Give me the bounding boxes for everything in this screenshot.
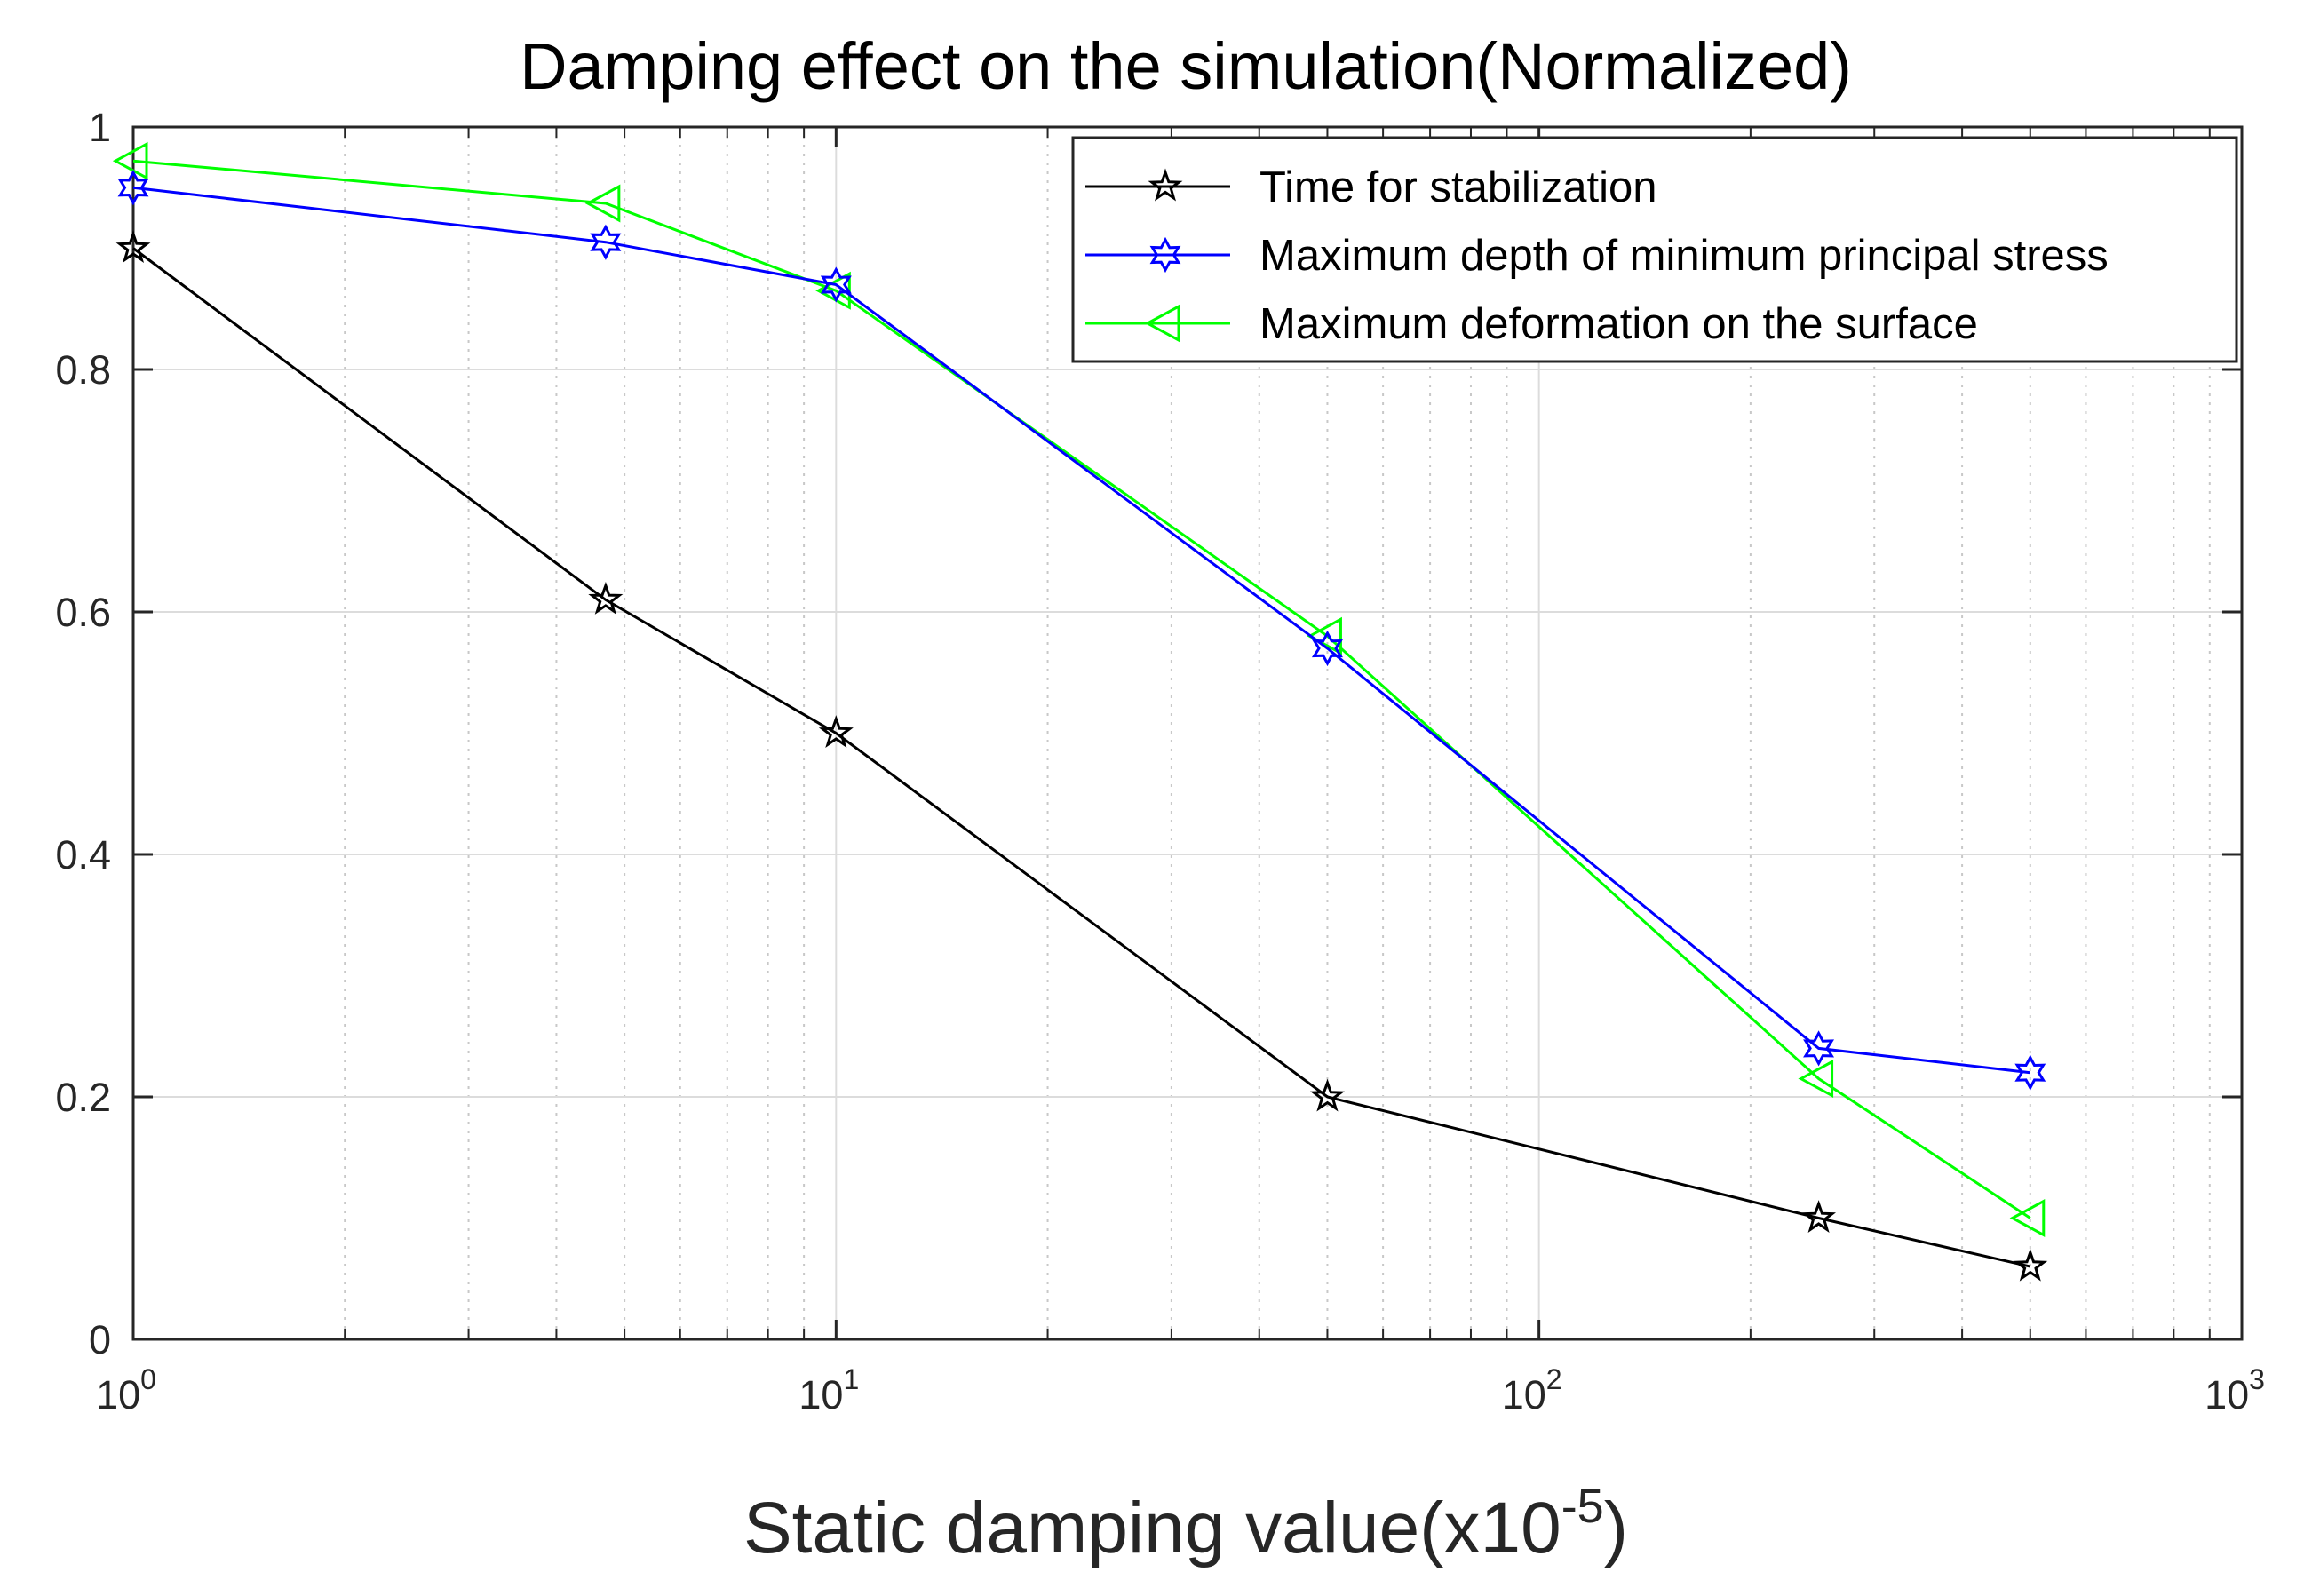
series-0 <box>115 230 2048 1282</box>
legend-entry: Maximum deformation on the surface <box>1085 300 1978 348</box>
legend-marker <box>1144 304 1180 343</box>
data-point <box>1803 1030 1835 1067</box>
data-point <box>2013 1248 2048 1282</box>
y-tick-label: 0.6 <box>55 590 111 635</box>
y-tick-label: 0.8 <box>55 347 111 393</box>
y-tick-label: 0.2 <box>55 1075 111 1120</box>
data-point <box>820 266 852 303</box>
data-point <box>590 224 622 260</box>
legend-label: Maximum deformation on the surface <box>1259 300 1978 348</box>
x-tick-label-exponent: 2 <box>1546 1363 1562 1395</box>
legend-box <box>1071 136 2238 363</box>
plot-area-frame <box>131 125 2244 1341</box>
data-point <box>1798 1060 1834 1099</box>
legend-marker <box>1149 236 1181 274</box>
data-point <box>1311 630 1343 667</box>
data-point <box>117 170 149 206</box>
series-layer <box>112 141 2048 1282</box>
x-tick-label-base: 10 <box>96 1372 140 1417</box>
series-1 <box>117 170 2046 1091</box>
data-point <box>584 184 621 223</box>
legend-entry: Maximum depth of minimum principal stres… <box>1085 232 2109 280</box>
data-point <box>2014 1054 2046 1091</box>
legend-label: Maximum depth of minimum principal stres… <box>1259 232 2109 280</box>
chart-title: Damping effect on the simulation(Normali… <box>520 29 1852 103</box>
data-point <box>112 141 148 180</box>
data-point <box>115 230 151 263</box>
legend-label: Time for stabilization <box>1259 163 1657 211</box>
legend-entry: Time for stabilization <box>1085 163 1657 211</box>
x-tick-label-base: 10 <box>2205 1372 2249 1417</box>
x-tick-label-exponent: 3 <box>2249 1363 2265 1395</box>
minor-grid <box>344 127 2211 1339</box>
x-axis-label-close: ) <box>1604 1488 1628 1568</box>
x-tick-label-base: 10 <box>798 1372 843 1417</box>
legend-marker <box>1148 168 1183 202</box>
data-point <box>2009 1198 2046 1238</box>
x-tick-label: 103 <box>2205 1363 2265 1417</box>
series-line <box>132 159 2031 1219</box>
x-tick-label-base: 10 <box>1502 1372 1546 1417</box>
x-tick-label: 101 <box>798 1363 859 1417</box>
series-line <box>132 247 2031 1268</box>
data-point <box>818 715 854 749</box>
legend: Time for stabilization Maximum depth of m… <box>1071 136 2238 363</box>
x-axis-tick-labels: 100 101 102 103 <box>96 1363 2265 1417</box>
x-tick-label-exponent: 0 <box>140 1363 156 1395</box>
series-2 <box>112 141 2046 1238</box>
y-tick-label: 1 <box>89 105 111 150</box>
x-tick-label: 100 <box>96 1363 156 1417</box>
series-line <box>132 186 2030 1075</box>
y-tick-label: 0 <box>89 1317 111 1362</box>
axis-ticks <box>131 125 2244 1341</box>
x-axis-label-text: Static damping value(x10 <box>743 1488 1561 1568</box>
data-point <box>588 581 624 615</box>
y-tick-label: 0.4 <box>55 832 111 877</box>
data-point <box>1309 1078 1345 1112</box>
x-tick-label-exponent: 1 <box>843 1363 859 1395</box>
data-point <box>1801 1200 1837 1233</box>
y-axis-tick-labels: 0 0.2 0.4 0.6 0.8 1 <box>55 105 111 1362</box>
data-point <box>1307 616 1342 655</box>
x-tick-label: 102 <box>1502 1363 1562 1417</box>
x-axis-label: Static damping value(x10-5) <box>743 1480 1628 1568</box>
x-axis-label-exponent: -5 <box>1561 1480 1604 1533</box>
